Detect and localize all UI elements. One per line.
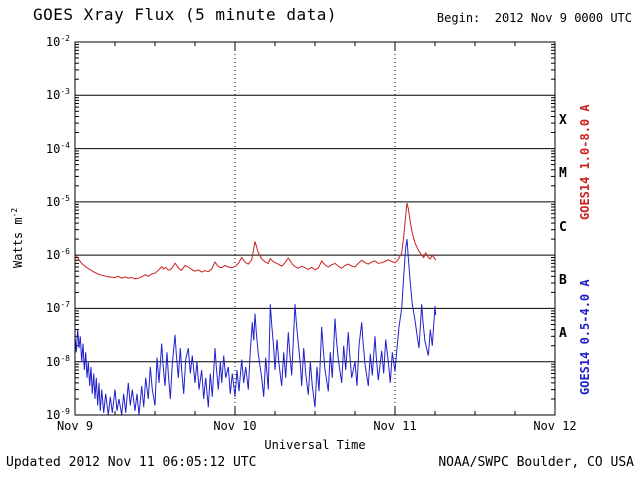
begin-timestamp: Begin: 2012 Nov 9 0000 UTC [436, 11, 632, 25]
flare-class-b: B [559, 272, 567, 288]
y-axis-label-exponent: -2 [10, 207, 19, 218]
y-axis-label: Watts m-2 [10, 208, 25, 268]
x-tick-label: Nov 11 [373, 419, 417, 433]
x-tick-label: Nov 9 [56, 419, 94, 433]
x-tick-label: Nov 10 [213, 419, 257, 433]
x-axis-label: Universal Time [264, 438, 366, 452]
chart-title: GOES Xray Flux (5 minute data) [33, 5, 337, 24]
source-credit: NOAA/SWPC Boulder, CO USA [438, 455, 634, 470]
y-tick-label: 10-8 [45, 353, 70, 369]
y-tick-label: 10-7 [45, 300, 70, 316]
flare-class-x: X [559, 112, 567, 128]
plot-frame [74, 41, 556, 416]
long-channel-label: GOES14 1.0-8.0 A [578, 104, 592, 220]
flare-class-m: M [559, 166, 567, 182]
grid-horizontal [75, 94, 555, 363]
y-tick-label: 10-9 [45, 407, 70, 422]
y-axis-label-text: Watts m [11, 217, 25, 268]
flare-class-c: C [559, 219, 567, 235]
x-tick-label: Nov 12 [533, 419, 577, 433]
y-tick-label: 10-3 [45, 87, 70, 103]
flare-class-a: A [559, 326, 567, 342]
updated-timestamp: Updated 2012 Nov 11 06:05:12 UTC [6, 455, 257, 470]
y-tick-label: 10-5 [45, 193, 70, 209]
y-tick-label: 10-6 [45, 247, 70, 263]
series-line-0 [75, 202, 437, 280]
y-tick-label: 10-2 [45, 34, 70, 49]
short-channel-label: GOES14 0.5-4.0 A [578, 279, 592, 395]
axis-ticks [75, 42, 555, 415]
series-line-1 [75, 239, 437, 415]
y-tick-label: 10-4 [45, 140, 70, 156]
